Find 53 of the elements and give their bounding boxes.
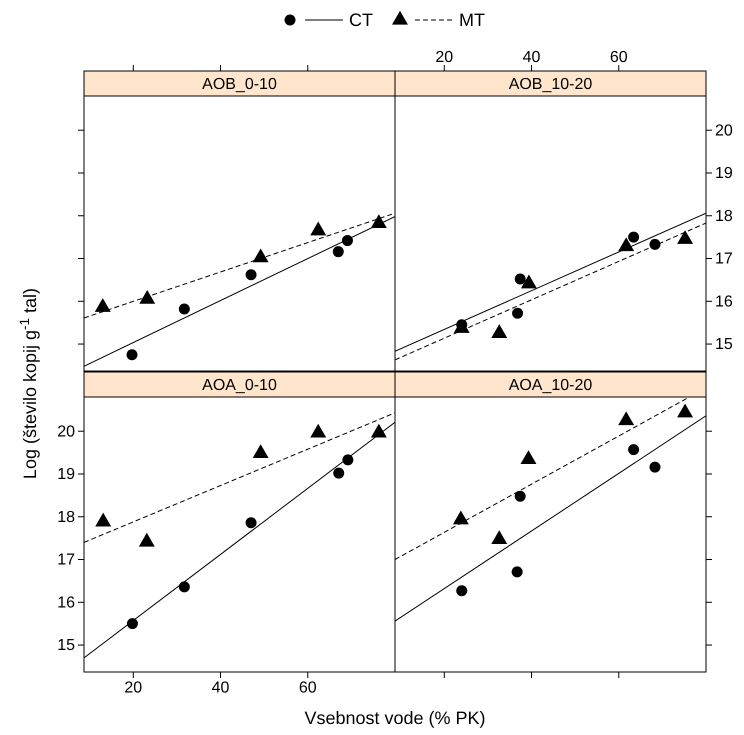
- x-tick-label: 60: [610, 49, 628, 66]
- point: [514, 274, 526, 285]
- y-tick-label: 19: [57, 466, 76, 484]
- point: [520, 450, 536, 464]
- point: [252, 248, 269, 262]
- point: [246, 517, 257, 528]
- chart-title: AOB_10-20: [508, 76, 592, 93]
- point: [452, 510, 469, 524]
- y-tick-label: 16: [715, 293, 733, 310]
- y-tick-label: 17: [715, 250, 733, 268]
- chart-title: AOB_0-10: [202, 76, 277, 93]
- chart-title: AOA_10-20: [508, 377, 592, 394]
- point: [618, 411, 634, 426]
- x-tick-label: 20: [124, 679, 142, 696]
- point: [138, 532, 155, 547]
- point: [95, 512, 112, 526]
- x-tick-label: 60: [298, 679, 317, 696]
- point: [178, 581, 190, 592]
- x-tick-label: 40: [212, 679, 230, 696]
- point: [310, 424, 326, 438]
- point: [126, 618, 138, 630]
- y-tick-label: 18: [57, 508, 76, 526]
- point: [370, 214, 387, 228]
- point: [520, 274, 537, 288]
- x-tick-label: 20: [435, 49, 454, 66]
- point: [491, 324, 508, 338]
- point: [649, 238, 660, 250]
- y-tick-label: 15: [715, 336, 733, 354]
- chart-title: AOA_0-10: [202, 377, 277, 394]
- y-tick-label: 18: [715, 208, 733, 225]
- point: [628, 232, 640, 243]
- point: [252, 444, 269, 458]
- y-tick-label: 15: [57, 637, 76, 654]
- y-tick-label: 20: [57, 423, 76, 440]
- y-tick-label: 16: [57, 594, 76, 612]
- legend-label: MT: [459, 10, 485, 30]
- y-tick-label: 17: [57, 552, 76, 569]
- point: [310, 222, 326, 236]
- legend-label: CT: [349, 10, 373, 30]
- x-tick-label: 40: [522, 49, 541, 66]
- x-axis-title: Vsebnost vode (% PK): [304, 708, 486, 728]
- y-tick-label: 19: [715, 165, 733, 182]
- point: [370, 424, 387, 438]
- point: [456, 585, 468, 596]
- y-tick-label: 20: [715, 122, 733, 140]
- point: [94, 298, 111, 312]
- point: [454, 319, 470, 333]
- point: [491, 530, 508, 544]
- point: [178, 304, 190, 314]
- point: [677, 404, 694, 418]
- point: [126, 349, 138, 360]
- point: [139, 290, 156, 304]
- point: [512, 566, 523, 578]
